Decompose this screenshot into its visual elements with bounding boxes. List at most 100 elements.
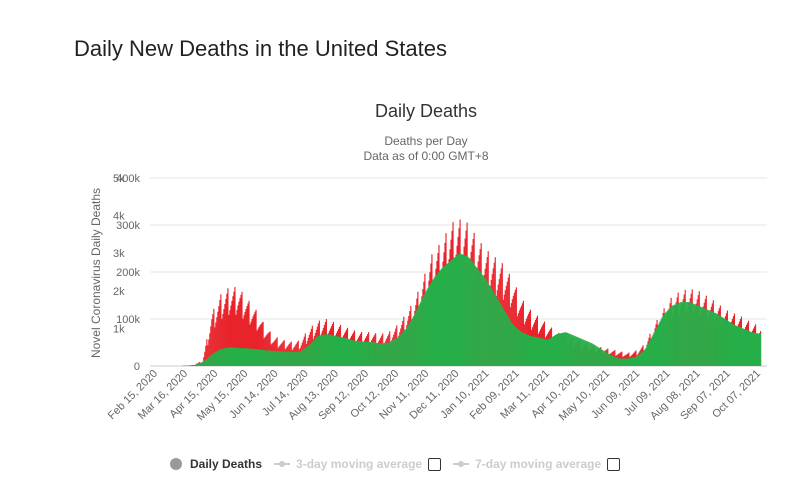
bar [304,348,306,366]
bar [347,338,350,366]
page-title: Daily New Deaths in the United States [74,36,447,61]
bar [753,332,756,366]
bar [451,259,453,366]
bar [429,284,431,366]
bar [261,322,263,366]
legend-marker-dot-icon [170,458,182,470]
bar [718,315,720,366]
bar [213,308,215,366]
bar [688,302,690,366]
bar [259,349,261,366]
bar [475,266,477,366]
bar [250,321,252,366]
bar [202,362,204,366]
bar [431,281,433,366]
bar [328,334,330,366]
bar [517,329,519,366]
bar [458,253,460,366]
bar [484,278,486,366]
bar [630,357,632,366]
bar [200,362,202,366]
bar [404,330,406,366]
bar [323,334,325,366]
bar [482,275,484,366]
bar [412,317,414,366]
bar [353,340,356,366]
bar [380,343,382,366]
bar [309,343,311,366]
legend-item-3-day-average[interactable]: 3-day moving average [274,457,442,471]
bar [224,304,226,366]
bar [668,308,670,366]
bar [609,354,611,366]
bar [205,359,207,366]
bar [319,335,321,366]
bar [221,348,223,366]
bar [469,259,471,366]
bar [382,343,384,366]
bar [211,354,213,366]
bar [456,255,458,366]
bar [213,353,215,366]
bar [423,295,425,366]
bar [215,322,217,366]
bar [397,337,399,366]
bar [751,332,754,366]
bar [497,300,499,366]
bar [701,307,703,366]
bar [236,310,238,366]
bar [210,326,212,366]
bar [485,279,487,366]
bar [421,299,423,366]
bar [368,341,370,366]
bar [262,321,264,366]
y-axis-title: Novel Coronavirus Daily Deaths [89,188,103,358]
bar [246,348,248,366]
bar [233,291,235,366]
bar [586,341,588,366]
bar [395,338,397,366]
bar [512,325,514,366]
bar [363,341,365,366]
bar [406,327,408,366]
bar [277,351,279,366]
bar [303,348,305,366]
bar [582,339,584,366]
checkbox-7-day-average[interactable] [607,457,621,471]
bar [349,339,352,366]
bar [543,338,546,366]
bar [243,348,245,366]
legend-item-daily-deaths[interactable]: Daily Deaths [170,457,262,471]
bar [237,305,239,366]
bar [564,332,566,366]
legend-item-7-day-average[interactable]: 7-day moving average [453,457,621,471]
bar [302,349,304,366]
bar [619,358,621,366]
bar [649,340,651,366]
bar [566,332,568,366]
bar [577,337,579,366]
bar [256,330,258,366]
bar [422,297,424,366]
bar [369,341,371,366]
bar [514,326,516,366]
bar [500,305,502,366]
bar [473,264,475,366]
bar [618,358,620,366]
bar [263,350,265,366]
bar [735,325,738,366]
bar [723,318,725,366]
bar [208,339,210,366]
bar [594,344,596,366]
bar [194,364,196,366]
bar [274,351,276,366]
bar [538,337,541,366]
bar [574,335,576,366]
bar [374,342,376,366]
bar [506,315,508,366]
bar [260,349,262,366]
bar [428,286,430,366]
bar [741,328,744,366]
bar [589,342,591,366]
checkbox-3-day-average[interactable] [428,457,442,471]
